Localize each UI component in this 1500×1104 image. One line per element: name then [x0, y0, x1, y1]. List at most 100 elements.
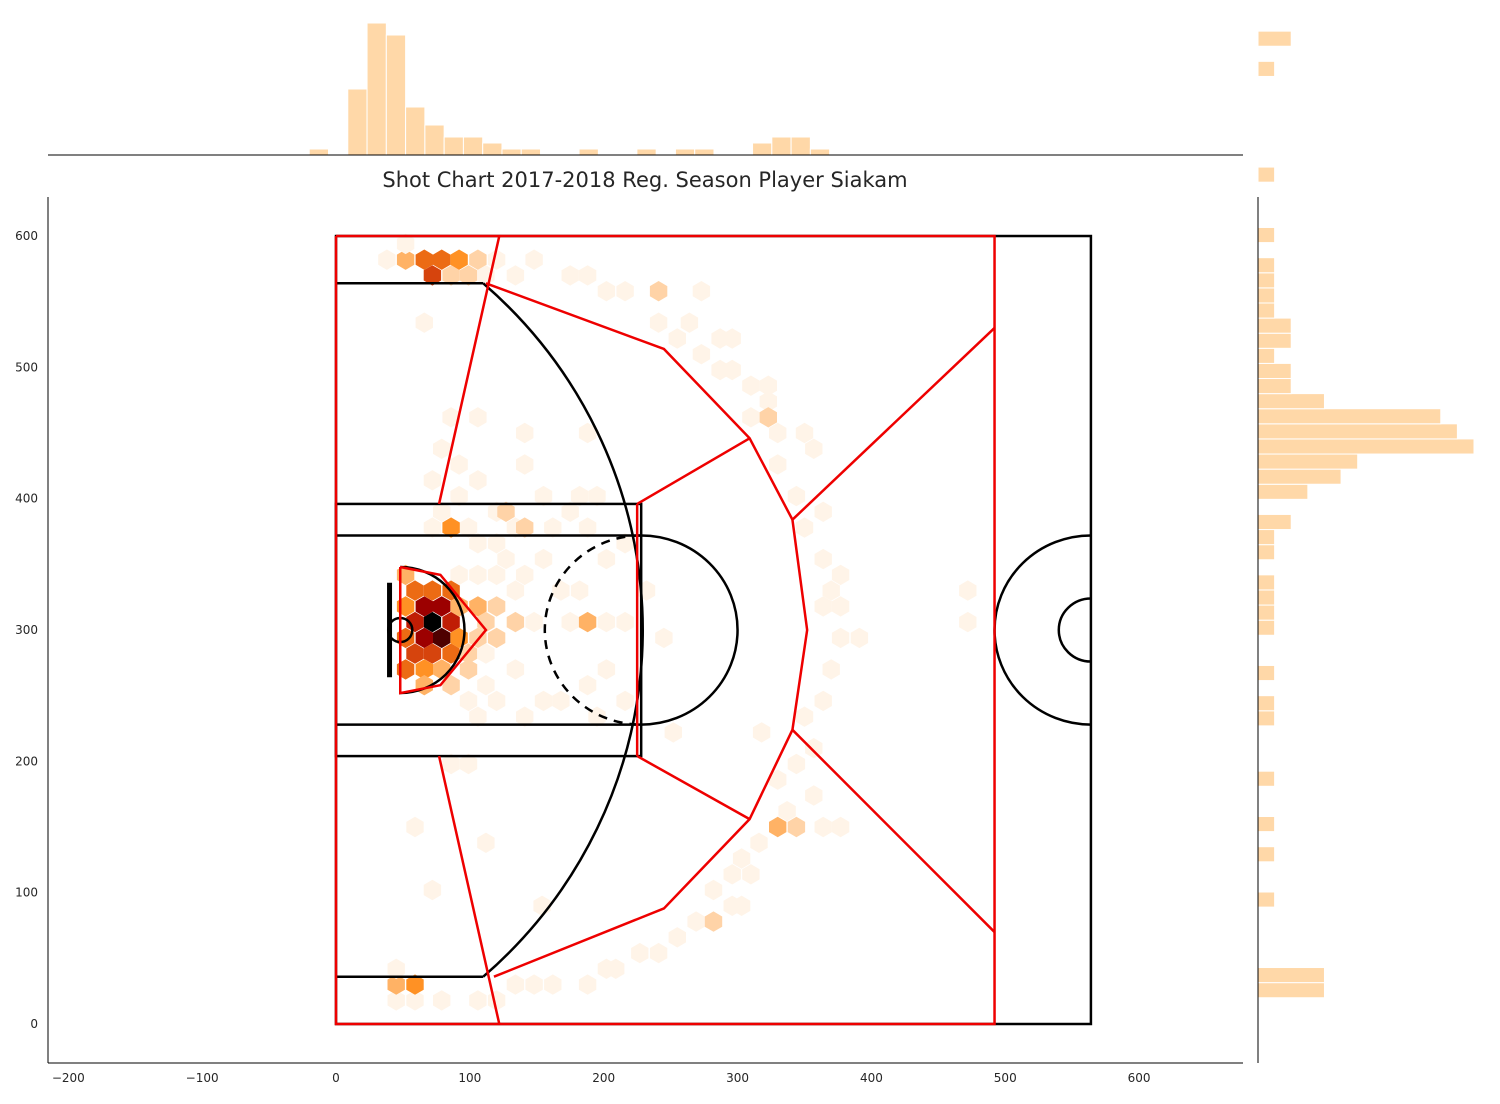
right-histogram-bar: [1257, 362, 1292, 380]
hexbin-41: [497, 548, 515, 570]
hexbin-121: [759, 407, 777, 428]
hexbin-119: [759, 391, 777, 412]
hexbin-156: [704, 911, 723, 932]
hexbin-86: [578, 422, 597, 444]
center-circle-outer: [993, 534, 1091, 726]
top-histogram-bar: [482, 142, 503, 156]
hexbin-107: [649, 281, 668, 302]
zone-three-polygon: [485, 282, 809, 978]
x-tick-label: 0: [332, 1071, 340, 1085]
hexbin-104: [578, 265, 597, 286]
free-throw-circle-top: [641, 534, 739, 726]
right-histogram-bar: [1257, 589, 1276, 606]
hexbin-0: [423, 611, 442, 633]
top-histogram-bar: [636, 148, 657, 156]
hexbin-31: [477, 643, 495, 664]
hexbin-57: [534, 690, 553, 712]
hexbin-88: [415, 312, 433, 333]
hexbin-89: [396, 249, 415, 270]
hexbin-106: [616, 281, 634, 302]
hexbin-170: [387, 990, 405, 1011]
hexbin-50: [459, 517, 478, 538]
hexbin-172: [406, 974, 424, 995]
hexbin-151: [742, 864, 760, 885]
zone-line-1: [437, 235, 501, 505]
hexbin-84: [516, 422, 534, 444]
hexbin-143: [778, 801, 796, 822]
hexbin-33: [469, 564, 487, 586]
hexbin-140: [787, 753, 806, 775]
hexbin-70: [516, 517, 534, 538]
hexbin-108: [692, 281, 711, 302]
hexbin-layer: [378, 233, 977, 1011]
hexbin-118: [759, 375, 777, 396]
right-histogram-bar: [1257, 423, 1458, 440]
hexbin-72: [561, 501, 579, 522]
zone-line-5: [791, 327, 996, 521]
hexbin-126: [787, 485, 806, 507]
hexbin-136: [822, 659, 840, 680]
hexbin-138: [795, 706, 814, 727]
hexbin-7: [423, 643, 442, 664]
hexbin-132: [814, 596, 832, 617]
right-histogram-bar: [1257, 529, 1276, 546]
hexbin-3: [415, 596, 433, 617]
hexbin-165: [525, 974, 543, 995]
hexbin-75: [450, 485, 468, 507]
hexbin-66: [597, 548, 616, 570]
right-histogram-bar: [1257, 438, 1475, 455]
hexbin-176: [477, 832, 495, 853]
hexbin-36: [561, 611, 579, 633]
hexbin-102: [396, 233, 415, 255]
x-tick-label: 600: [1128, 1071, 1151, 1085]
x-tick-label: 400: [860, 1071, 883, 1085]
top-histogram-bar: [578, 148, 599, 156]
y-tick-label: 0: [30, 1017, 38, 1031]
hexbin-180: [959, 580, 977, 601]
hexbin-101: [378, 249, 396, 270]
hexbin-35: [525, 611, 543, 633]
right-histogram-bar: [1257, 483, 1309, 500]
hexbin-164: [506, 974, 525, 995]
zone-line-2: [437, 755, 501, 1025]
hexbin-163: [544, 974, 562, 995]
hexbin-82: [588, 485, 606, 507]
hexbin-69: [497, 501, 515, 522]
y-tick-label: 400: [15, 492, 38, 506]
hexbin-43: [534, 548, 553, 570]
hexbin-124: [805, 438, 823, 459]
right-histogram-bar: [1257, 332, 1292, 349]
hexbin-146: [814, 816, 832, 838]
y-tick-label: 500: [15, 360, 38, 374]
hexbin-58: [469, 706, 487, 727]
right-histogram-bar: [1257, 30, 1292, 47]
hexbin-133: [831, 596, 850, 617]
right-histogram-bar: [1257, 408, 1442, 425]
right-histogram-bar: [1257, 272, 1276, 289]
hexbin-169: [406, 990, 424, 1011]
hexbin-109: [649, 312, 668, 333]
free-throw-circle-bottom: [543, 534, 642, 726]
hexbin-111: [680, 312, 699, 333]
hexbin-68: [442, 517, 460, 538]
hexbin-99: [506, 265, 525, 286]
hexbin-29: [442, 675, 460, 696]
right-histogram-bar: [1257, 770, 1276, 787]
hexbin-103: [561, 265, 579, 286]
x-axis-ticks: −200 −100 0 100 200 300 400 500 600: [52, 1071, 1151, 1085]
x-tick-label: 500: [994, 1071, 1017, 1085]
top-histogram-bar: [443, 136, 464, 156]
hexbin-42: [516, 564, 534, 586]
top-histogram-bar: [424, 124, 445, 156]
hexbin-128: [795, 517, 814, 538]
hexbin-147: [831, 816, 850, 838]
hexbin-46: [469, 533, 487, 554]
hexbin-137: [814, 690, 832, 712]
right-histogram-bar: [1257, 574, 1276, 591]
right-histogram-bar: [1257, 710, 1276, 727]
hexbin-179: [459, 753, 478, 775]
right-histogram-bar: [1257, 257, 1276, 274]
hexbin-167: [469, 990, 487, 1011]
x-tick-label: −100: [186, 1071, 219, 1085]
